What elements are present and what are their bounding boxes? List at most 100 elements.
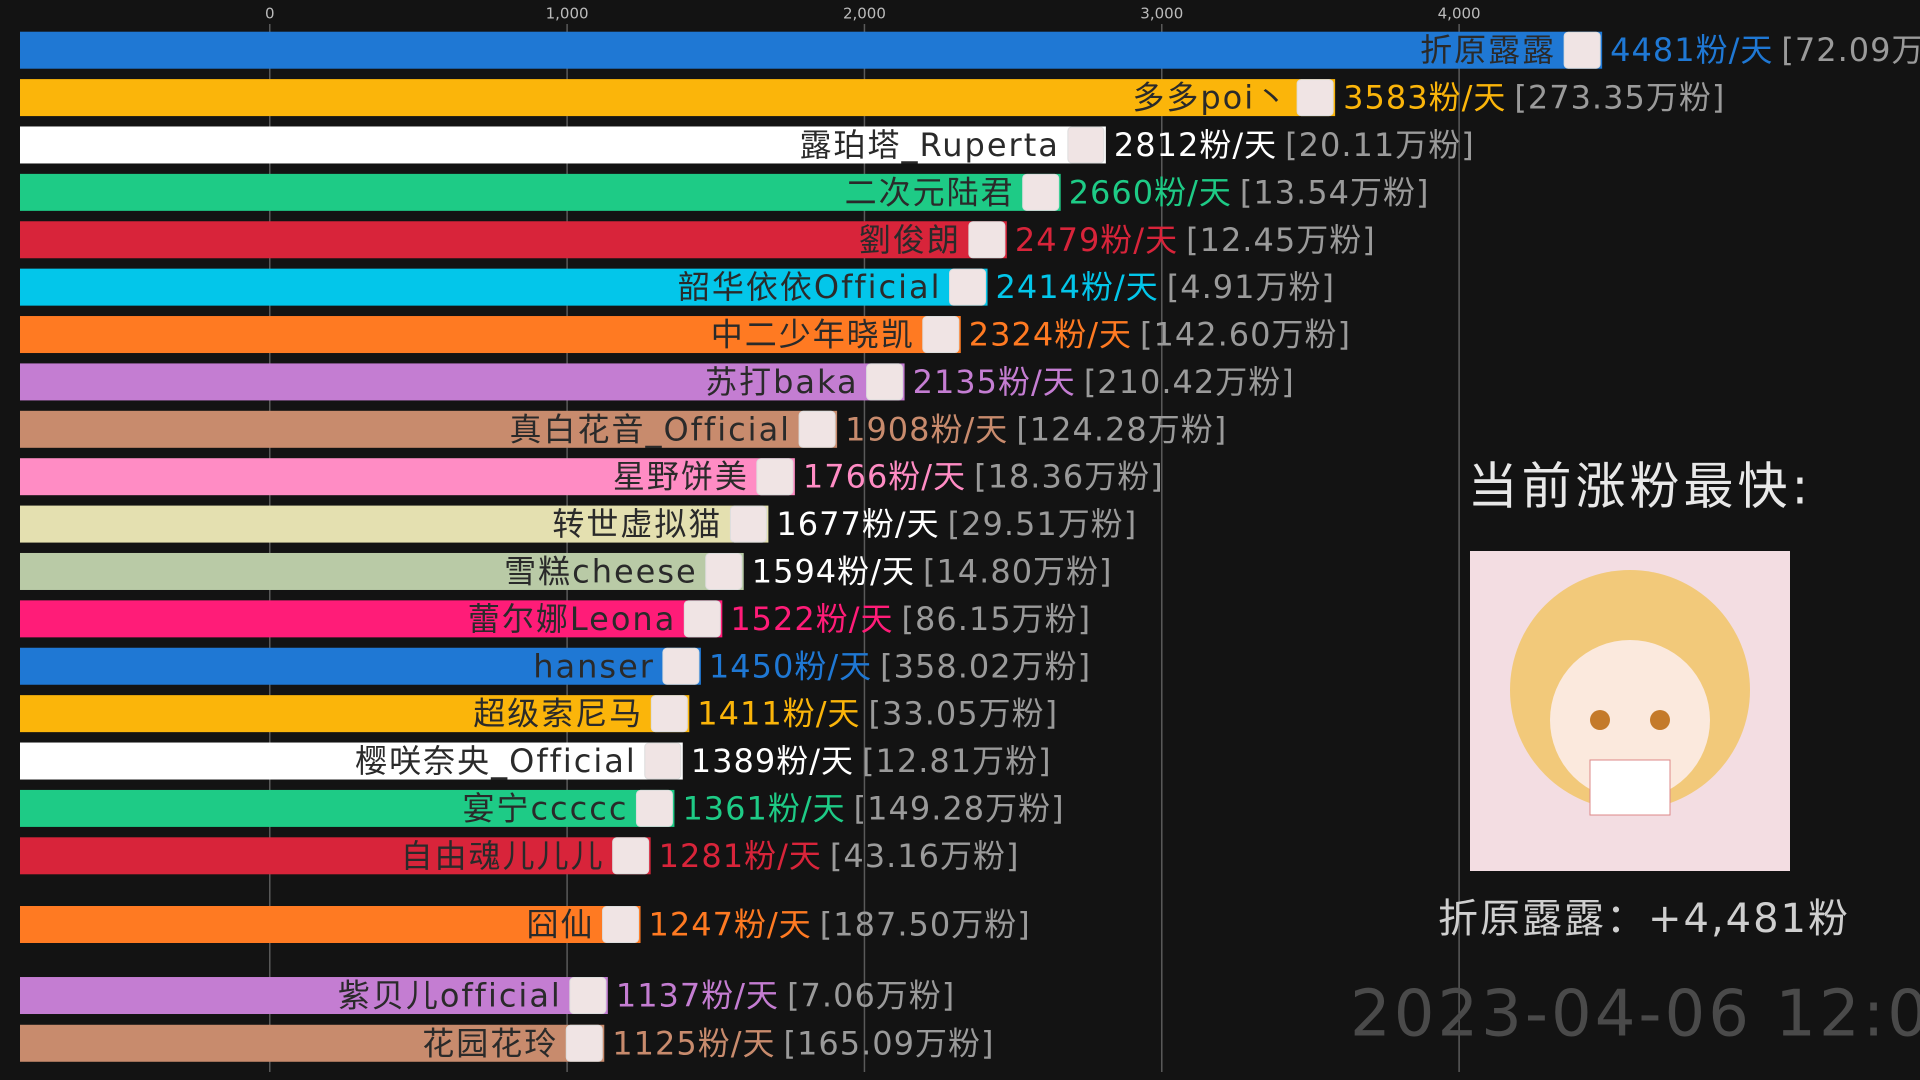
avatar: [705, 552, 743, 590]
avatar: [756, 458, 794, 496]
bar-name: 转世虚拟猫: [552, 505, 722, 543]
bars: 折原露露 4481粉/天[72.09万粉] 多多poi丶 3583粉/天[273.35…: [20, 31, 1920, 1062]
value-label: 1677粉/天: [776, 505, 939, 543]
bar-name: 多多poi丶: [1132, 79, 1289, 117]
total-label: [18.36万粉]: [974, 458, 1164, 496]
bar-name: 真白花音_Official: [509, 410, 791, 448]
avatar: [968, 221, 1006, 259]
total-label: [12.45万粉]: [1186, 221, 1376, 259]
total-label: [13.54万粉]: [1240, 173, 1430, 211]
bar: [20, 1024, 605, 1062]
avatar-eye: [1590, 710, 1610, 730]
bar-name: 中二少年晓凯: [711, 316, 915, 354]
bar: [20, 410, 838, 448]
bar-name: 二次元陆君: [845, 173, 1015, 211]
bar: [20, 458, 795, 496]
total-label: [142.60万粉]: [1140, 316, 1351, 354]
total-label: [210.42万粉]: [1084, 363, 1295, 401]
value-label: 1137粉/天: [616, 977, 779, 1015]
total-label: [165.09万粉]: [784, 1024, 995, 1062]
date-label: 2023-04-06 12:00: [1350, 978, 1920, 1052]
value-label: 2660粉/天: [1069, 173, 1232, 211]
value-label: 1411粉/天: [697, 695, 860, 733]
avatar: [866, 363, 904, 401]
total-label: [86.15万粉]: [902, 600, 1092, 638]
value-label: 2414粉/天: [996, 268, 1159, 306]
value-label: 1281粉/天: [659, 837, 822, 875]
total-label: [7.06万粉]: [787, 977, 955, 1015]
bar: [20, 221, 1007, 259]
bar: [20, 837, 651, 875]
total-label: [124.28万粉]: [1016, 410, 1227, 448]
bar: [20, 505, 769, 543]
avatar: [1022, 173, 1060, 211]
avatar: [612, 837, 650, 875]
avatar: [662, 647, 700, 685]
bar: [20, 647, 701, 685]
value-label: 1522粉/天: [730, 600, 893, 638]
bar: [20, 126, 1106, 164]
value-label: 1125粉/天: [612, 1024, 775, 1062]
avatar: [729, 505, 767, 543]
bar-name: 宴宁ccccc: [462, 789, 628, 827]
x-tick-label: 3,000: [1140, 5, 1183, 23]
bar: [20, 173, 1061, 211]
bar-name: hanser: [533, 647, 655, 685]
avatar: [1563, 31, 1601, 69]
avatar-letter: [1589, 759, 1671, 816]
bar-name: 樱咲奈央_Official: [355, 742, 637, 780]
bar-name: 雪糕cheese: [504, 552, 698, 590]
x-tick-label: 4,000: [1438, 5, 1481, 23]
x-tick-label: 1,000: [546, 5, 589, 23]
avatar: [922, 316, 960, 354]
avatar: [565, 1024, 603, 1062]
total-label: [4.91万粉]: [1167, 268, 1335, 306]
value-label: 2135粉/天: [913, 363, 1076, 401]
bar-name: 苏打baka: [705, 363, 859, 401]
bar-name: 囧仙: [527, 905, 595, 943]
total-label: [72.09万粉]: [1781, 31, 1920, 69]
total-label: [14.80万粉]: [923, 552, 1113, 590]
bar: [20, 268, 988, 306]
bar-name: 紫贝儿official: [338, 977, 562, 1015]
value-label: 1908粉/天: [845, 410, 1008, 448]
leader-title: 当前涨粉最快:: [1468, 458, 1813, 516]
value-label: 1594粉/天: [752, 552, 915, 590]
avatar: [1296, 79, 1334, 117]
value-label: 1450粉/天: [709, 647, 872, 685]
bar-name: 星野饼美: [613, 458, 749, 496]
avatar: [798, 410, 836, 448]
total-label: [29.51万粉]: [948, 505, 1138, 543]
value-label: 4481粉/天: [1610, 31, 1773, 69]
avatar: [602, 905, 640, 943]
x-tick-label: 0: [265, 5, 275, 23]
bar-name: 劉俊朗: [859, 221, 961, 259]
avatar: [644, 742, 682, 780]
value-label: 2479粉/天: [1015, 221, 1178, 259]
avatar-eye: [1650, 710, 1670, 730]
bar: [20, 600, 723, 638]
bar: [20, 316, 961, 354]
avatar: [635, 789, 673, 827]
bar: [20, 79, 1336, 117]
bar-name: 露珀塔_Ruperta: [799, 126, 1059, 164]
total-label: [12.81万粉]: [862, 742, 1052, 780]
total-label: [273.35万粉]: [1514, 79, 1725, 117]
bar: [20, 695, 690, 733]
avatar: [569, 977, 607, 1015]
total-label: [43.16万粉]: [830, 837, 1020, 875]
total-label: [149.28万粉]: [854, 789, 1065, 827]
value-label: 2812粉/天: [1114, 126, 1277, 164]
bar: [20, 31, 1603, 69]
bar-name: 韶华依依Official: [678, 268, 942, 306]
avatar: [683, 600, 721, 638]
avatar: [650, 695, 688, 733]
bar-name: 自由魂儿儿儿: [401, 837, 605, 875]
value-label: 1247粉/天: [649, 905, 812, 943]
leader-caption: 折原露露：+4,481粉: [1438, 896, 1850, 942]
bar: [20, 789, 675, 827]
value-label: 3583粉/天: [1343, 79, 1506, 117]
total-label: [20.11万粉]: [1285, 126, 1475, 164]
value-label: 2324粉/天: [969, 316, 1132, 354]
